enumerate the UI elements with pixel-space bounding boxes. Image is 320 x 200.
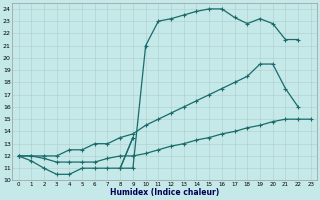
X-axis label: Humidex (Indice chaleur): Humidex (Indice chaleur): [110, 188, 219, 197]
